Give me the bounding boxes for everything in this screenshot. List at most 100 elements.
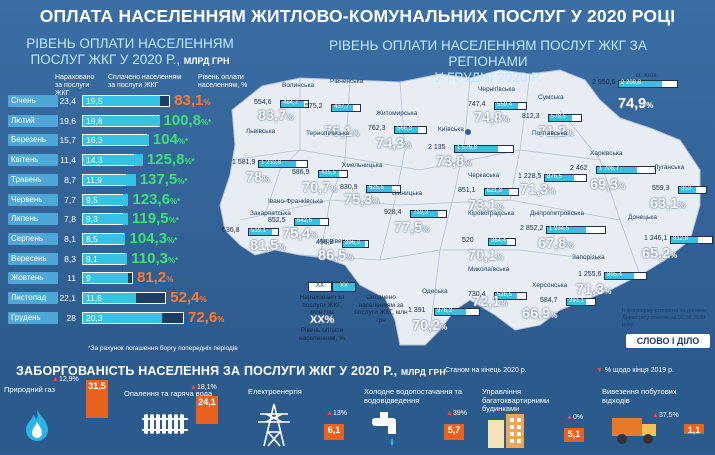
region-bar: 876,5 (544, 174, 587, 182)
paid-bar (83, 233, 126, 244)
month-label: Листопад (8, 292, 58, 304)
payment-level-pct: 83,1% (174, 92, 211, 109)
debt-value: 5,1 (564, 428, 584, 442)
paid-bar (83, 174, 128, 185)
accrued-value: 8,1 (64, 233, 76, 244)
payment-level-pct: 81,2% (137, 269, 174, 287)
page-title: ОПЛАТА НАСЕЛЕННЯМ ЖИТЛОВО-КОМУНАЛЬНИХ ПО… (39, 6, 676, 26)
region-name: Чернівецька (318, 238, 356, 245)
region-accrued: 852,5 (268, 217, 286, 224)
region-paid: 2 208,8 (621, 80, 642, 86)
debt-growth: ▲12,9% (52, 376, 79, 383)
paid-value: 9,5 (86, 194, 98, 205)
region-accrued: 2 462 (570, 165, 588, 172)
region-pct: 69,3% (590, 177, 626, 193)
brand-logo: СЛОВО І ДІЛО (626, 334, 710, 348)
region-pct: 77,5% (394, 220, 430, 236)
region-paid-fill: 812,8 (671, 236, 698, 243)
region-paid-fill: 559,4 (495, 102, 519, 109)
power-tower-icon (252, 402, 296, 453)
accrued-value: 11,4 (60, 155, 76, 166)
accrued-value: 8,7 (64, 174, 76, 185)
region-name: Сумська (538, 94, 564, 101)
region-accrued: 554,6 (254, 99, 272, 106)
region-pct: 73,8% (436, 154, 472, 170)
region-paid-fill: 876,5 (545, 174, 574, 181)
region-accrued: 2 852,2 (520, 225, 544, 232)
region-paid: 895,4 (607, 272, 623, 278)
region-name: Дніпропетровська (530, 210, 584, 217)
region-paid: 1 934,5 (549, 226, 570, 232)
region-bar: 519,1 (248, 228, 279, 236)
debt-title: ЗАБОРГОВАНІСТЬ НАСЕЛЕННЯ ЗА ПОСЛУГИ ЖКГ … (16, 364, 446, 378)
payment-level-pct: 104,3%* (129, 229, 178, 247)
legend-pct-label: Рівень оплати населенням, % (299, 327, 345, 342)
region-pct: 72,1% (472, 294, 508, 310)
region-accrued: 747,4 (468, 101, 486, 108)
region-pct: 75,3% (344, 192, 380, 208)
paid-value: 20,3 (86, 312, 103, 323)
paid-value: 19,5 (86, 96, 103, 106)
region-accrued: 812,3 (522, 113, 540, 120)
region-paid: 396,3 (345, 240, 361, 246)
region-bar: 578,5 (548, 114, 583, 122)
debt-category: Природний газ (4, 385, 56, 394)
region-bar: 625,5 (366, 185, 401, 193)
region-pct: 71,2% (538, 124, 574, 140)
accrued-value: 15,7 (59, 135, 76, 146)
month-label: Грудень (8, 311, 58, 324)
region-paid-fill: 642,6 (295, 218, 320, 225)
accrued-value: 23,4 (59, 96, 76, 106)
region-paid: 415,5 (321, 170, 337, 176)
region-paid: 876,5 (547, 174, 563, 180)
accrued-value: 11 (67, 273, 76, 284)
region-pct: 70,2% (412, 318, 448, 334)
region-paid: 559,4 (497, 102, 513, 108)
region-paid: 719,3 (413, 210, 429, 216)
region-bar: 895,4 (604, 272, 648, 280)
region-pct: 75,4% (282, 226, 318, 242)
month-label: Травень (8, 173, 58, 186)
accrued-value: 22,1 (59, 293, 76, 303)
faucet-icon (368, 410, 404, 455)
region-accrued: 830,9 (340, 184, 358, 191)
region-bar: 559,4 (494, 102, 527, 110)
debt-growth: ▲18,1% (190, 384, 217, 391)
flame-icon (22, 408, 52, 447)
buildings-icon (484, 410, 532, 455)
paid-bar-overflow (124, 232, 126, 245)
right-heading: РІВЕНЬ ОПЛАТИ НАСЕЛЕННЯМ ПОСЛУГ ЖКГ ЗА Р… (288, 38, 688, 86)
accrued-bar: 8,5 (82, 232, 126, 245)
region-pct: 74,8% (474, 110, 510, 126)
region-bar: 464,7 (280, 100, 310, 108)
region-name: Тернопільська (306, 130, 350, 137)
region-pct: 65,2% (642, 246, 678, 262)
left-heading: РІВЕНЬ ОПЛАТИ НАСЕЛЕННЯМ ПОСЛУГ ЖКГ У 20… (10, 36, 250, 69)
region-bar: 1 233,8 (258, 160, 308, 168)
debt-value: 24,1 (196, 396, 218, 424)
legend-paid-sample: ХХ (332, 282, 356, 292)
region-name: Запорізька (572, 254, 605, 261)
debt-asof: Станом на кінець 2020 р. (445, 367, 527, 374)
region-bar: 2 208,8 (618, 80, 678, 88)
region-paid: 1 706,7 (599, 166, 620, 172)
region-paid: 625,5 (369, 185, 385, 191)
left-footnote: *За рахунок погашення боргу попередніх п… (88, 345, 238, 352)
accrued-value: 28 (66, 312, 76, 323)
debt-value: 6,1 (324, 424, 344, 440)
region-accrued: 762,3 (368, 125, 386, 132)
month-label: Червень (8, 193, 58, 206)
debt-category: Опалення та гаряча вода (124, 389, 213, 398)
debt-title-text: ЗАБОРГОВАНІСТЬ НАСЕЛЕННЯ ЗА ПОСЛУГИ ЖКГ … (16, 364, 398, 378)
legend-paid-label: Сплачено населенням за послуги ЖКГ, млн … (354, 294, 408, 324)
payment-level-pct: 125,8%* (146, 151, 195, 169)
legend-accrued-label: Нараховано за послуги ЖКГ, млн грн (299, 294, 345, 316)
month-label: Серпень (8, 232, 58, 245)
region-name: м. Київ (636, 72, 657, 79)
debt-category: Холодне водопостачання та водовідведення (364, 387, 462, 405)
debt-growth: ▲13% (326, 410, 347, 417)
region-name: Херсонська (532, 282, 568, 289)
paid-bar (83, 96, 160, 106)
region-paid: 976,3 (437, 308, 453, 314)
